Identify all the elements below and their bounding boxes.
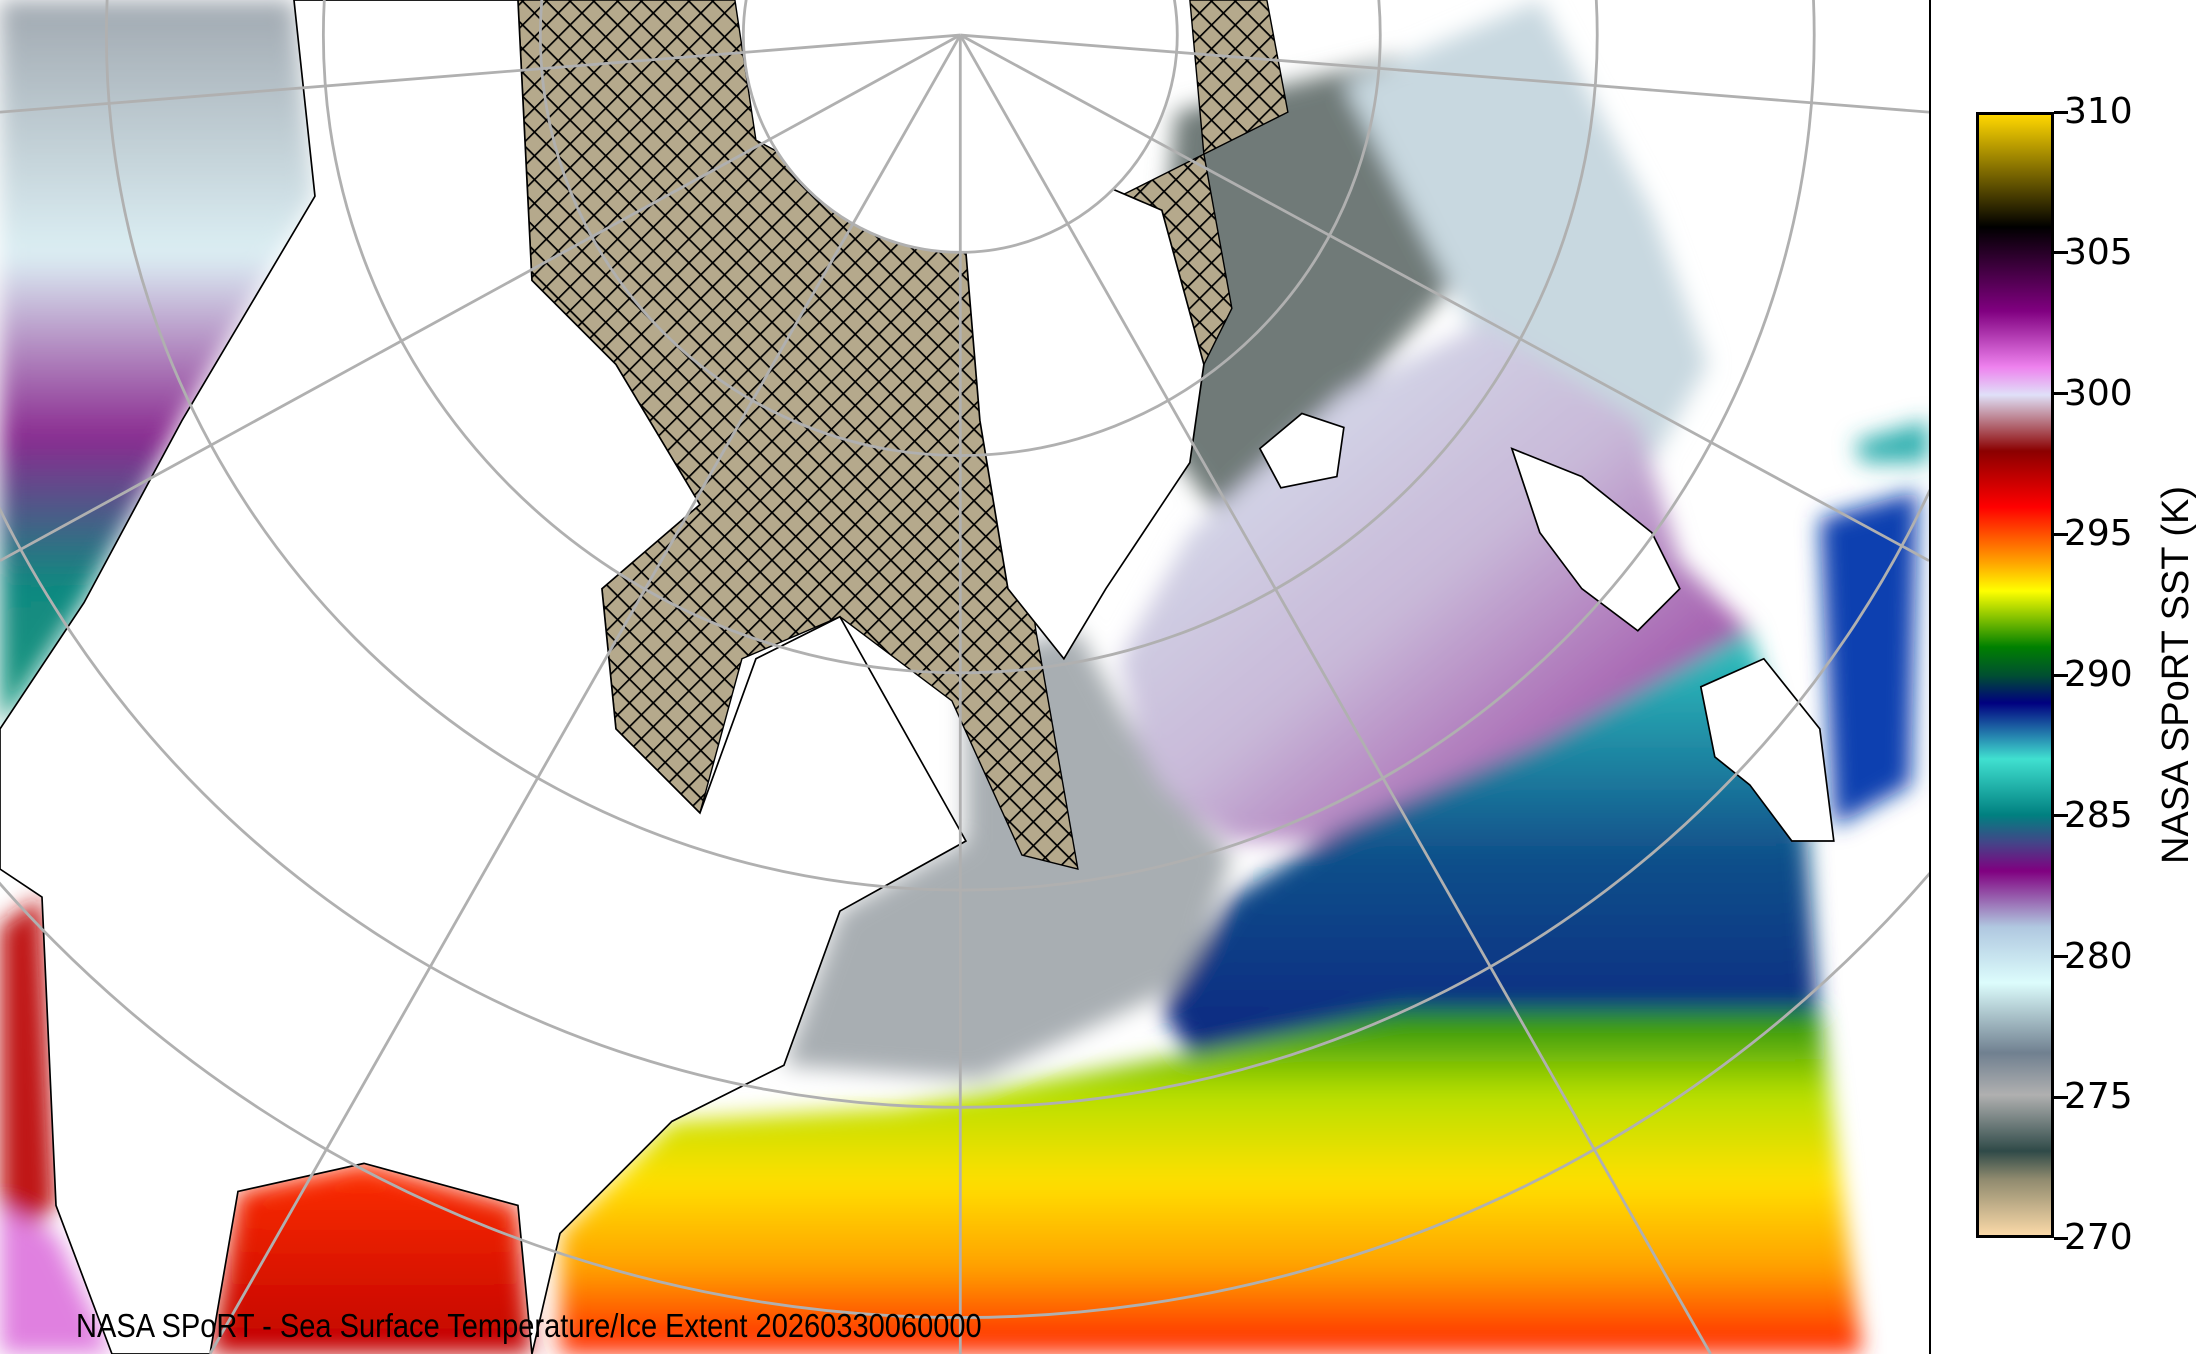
- colorbar-tick-label: 275: [2064, 1076, 2133, 1118]
- land-masses: [0, 0, 1835, 1354]
- subpolar-gyre: [1161, 630, 1820, 1080]
- scandinavia: [1510, 447, 1681, 632]
- colorbar-tick-mark: [2054, 673, 2068, 677]
- norwegian-sea: [1119, 322, 1750, 841]
- colorbar: [1976, 112, 2054, 1238]
- iberia-france: [1699, 657, 1835, 842]
- colorbar-tick-label: 280: [2064, 935, 2133, 977]
- pacific-tropical: [0, 897, 56, 1262]
- colorbar-tick-label: 295: [2064, 513, 2133, 555]
- labrador-sea: [783, 630, 1232, 1080]
- iceland: [1258, 412, 1345, 489]
- colorbar-tick-label: 290: [2064, 654, 2133, 695]
- colorbar-tick-label: 285: [2064, 794, 2133, 836]
- colorbar-tick-mark: [2054, 251, 2068, 255]
- subtropical-atlantic: [559, 1009, 1862, 1354]
- colorbar-tick-mark: [2054, 532, 2068, 536]
- colorbar-tick-mark: [2054, 392, 2068, 395]
- colorbar-tick-mark: [2054, 1236, 2068, 1240]
- colorbar-tick-label: 310: [2064, 91, 2133, 132]
- colorbar-tick-mark: [2054, 955, 2068, 958]
- pacific-north: [0, 0, 315, 729]
- map-title: NASA SPoRT - Sea Surface Temperature/Ice…: [76, 1307, 982, 1344]
- greenland-sea: [1147, 56, 1456, 533]
- map-canvas: [0, 0, 1929, 1354]
- colorbar-tick-mark: [2054, 1095, 2068, 1099]
- colorbar-tick-mark: [2054, 814, 2068, 818]
- colorbar-tick-mark: [2054, 110, 2068, 114]
- mediterranean: [1819, 490, 1918, 827]
- colorbar-tick-label: 270: [2064, 1217, 2133, 1258]
- greenland-east-ice: [1189, 0, 1289, 156]
- pacific-far-south: [0, 1205, 112, 1354]
- colorbar-tick-label: 305: [2064, 231, 2133, 273]
- barents-sea: [1343, 0, 1708, 463]
- ocean-sst-field: [0, 0, 1929, 1354]
- sst-map: [0, 0, 1931, 1354]
- colorbar-label: NASA SPoRT SST (K): [2155, 485, 2197, 865]
- black-sea: [1854, 420, 1929, 463]
- graticule: [0, 0, 1929, 1354]
- colorbar-tick-label: 300: [2064, 372, 2133, 414]
